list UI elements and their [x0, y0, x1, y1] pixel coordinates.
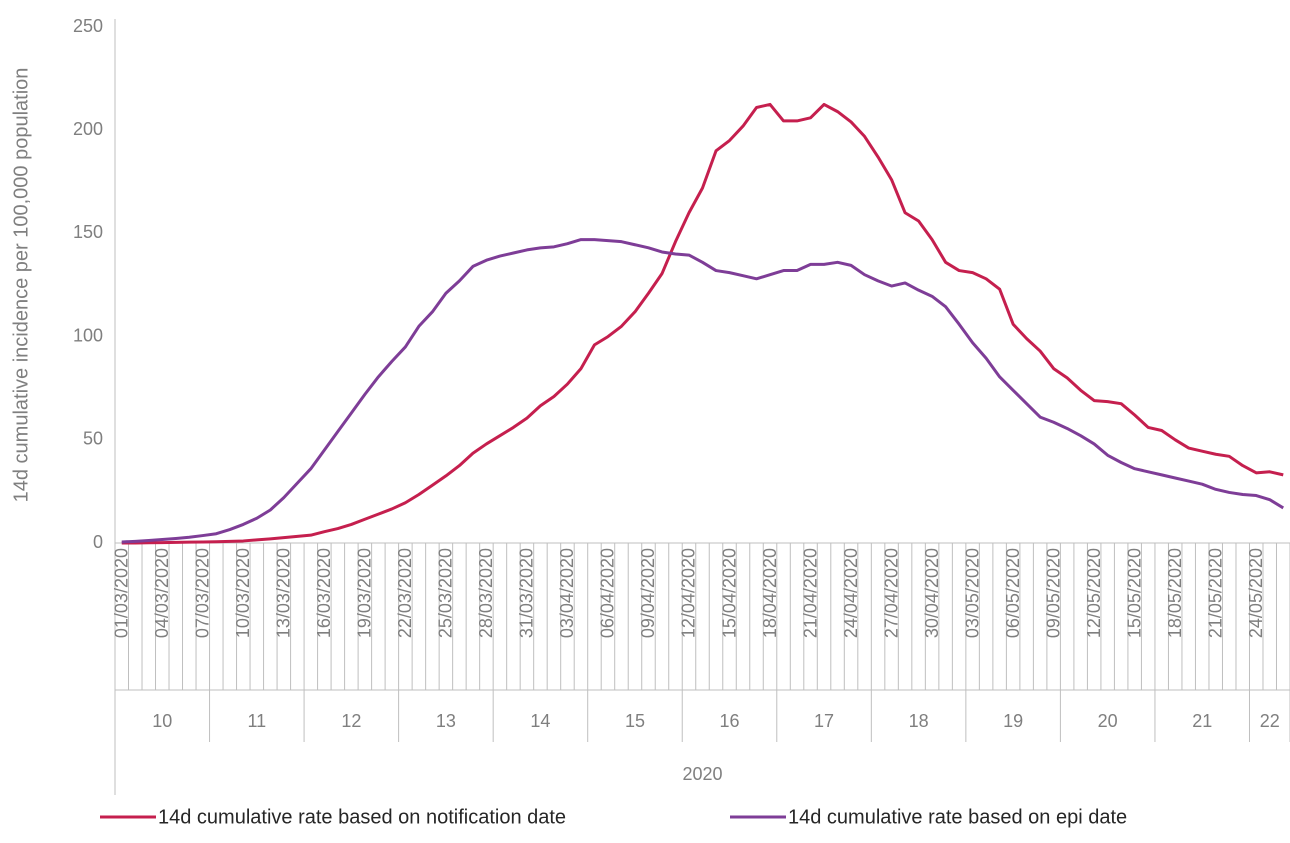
x-tick-label: 06/04/2020 [598, 548, 618, 638]
y-tick-label: 0 [93, 532, 103, 552]
y-tick-label: 50 [83, 429, 103, 449]
x-tick-label: 13/03/2020 [274, 548, 294, 638]
x-tick-label: 30/04/2020 [922, 548, 942, 638]
x-tick-label: 12/04/2020 [679, 548, 699, 638]
x-tick-label: 28/03/2020 [476, 548, 496, 638]
x-tick-label: 15/05/2020 [1124, 548, 1144, 638]
x-tick-label: 21/04/2020 [800, 548, 820, 638]
x-tick-label: 31/03/2020 [517, 548, 537, 638]
x-tick-label: 10/03/2020 [233, 548, 253, 638]
x-tick-label: 09/05/2020 [1043, 548, 1063, 638]
week-label: 17 [814, 711, 834, 731]
x-tick-label: 07/03/2020 [193, 548, 213, 638]
week-label: 12 [341, 711, 361, 731]
x-tick-label: 24/04/2020 [841, 548, 861, 638]
x-tick-label: 01/03/2020 [112, 548, 132, 638]
x-tick-label: 24/05/2020 [1246, 548, 1266, 638]
week-label: 14 [530, 711, 550, 731]
week-label: 13 [436, 711, 456, 731]
week-label: 19 [1003, 711, 1023, 731]
x-tick-label: 06/05/2020 [1003, 548, 1023, 638]
week-label: 21 [1192, 711, 1212, 731]
x-tick-label: 27/04/2020 [881, 548, 901, 638]
x-tick-label: 18/04/2020 [760, 548, 780, 638]
year-label: 2020 [682, 764, 722, 784]
data-line [121, 238, 1285, 544]
y-tick-label: 200 [73, 119, 103, 139]
x-tick-label: 15/04/2020 [719, 548, 739, 638]
week-label: 22 [1260, 711, 1280, 731]
week-label: 11 [247, 711, 266, 731]
x-tick-label: 18/05/2020 [1165, 548, 1185, 638]
x-tick-label: 04/03/2020 [152, 548, 172, 638]
legend-label: 14d cumulative rate based on notificatio… [158, 806, 566, 828]
week-label: 18 [909, 711, 929, 731]
y-tick-label: 100 [73, 325, 103, 345]
y-axis-title: 14d cumulative incidence per 100,000 pop… [10, 68, 32, 503]
week-label: 16 [719, 711, 739, 731]
week-label: 20 [1098, 711, 1118, 731]
x-tick-label: 21/05/2020 [1205, 548, 1225, 638]
x-tick-label: 03/04/2020 [557, 548, 577, 638]
x-tick-label: 12/05/2020 [1084, 548, 1104, 638]
x-tick-label: 22/03/2020 [395, 548, 415, 638]
legend-label: 14d cumulative rate based on epi date [788, 806, 1127, 828]
data-line [121, 102, 1284, 545]
x-tick-label: 16/03/2020 [314, 548, 334, 638]
x-tick-label: 09/04/2020 [638, 548, 658, 638]
x-tick-label: 19/03/2020 [355, 548, 375, 638]
y-tick-label: 150 [73, 222, 103, 242]
x-tick-label: 03/05/2020 [962, 548, 982, 638]
week-label: 15 [625, 711, 645, 731]
week-label: 10 [152, 711, 172, 731]
x-tick-label: 25/03/2020 [436, 548, 456, 638]
y-tick-label: 250 [73, 16, 103, 36]
